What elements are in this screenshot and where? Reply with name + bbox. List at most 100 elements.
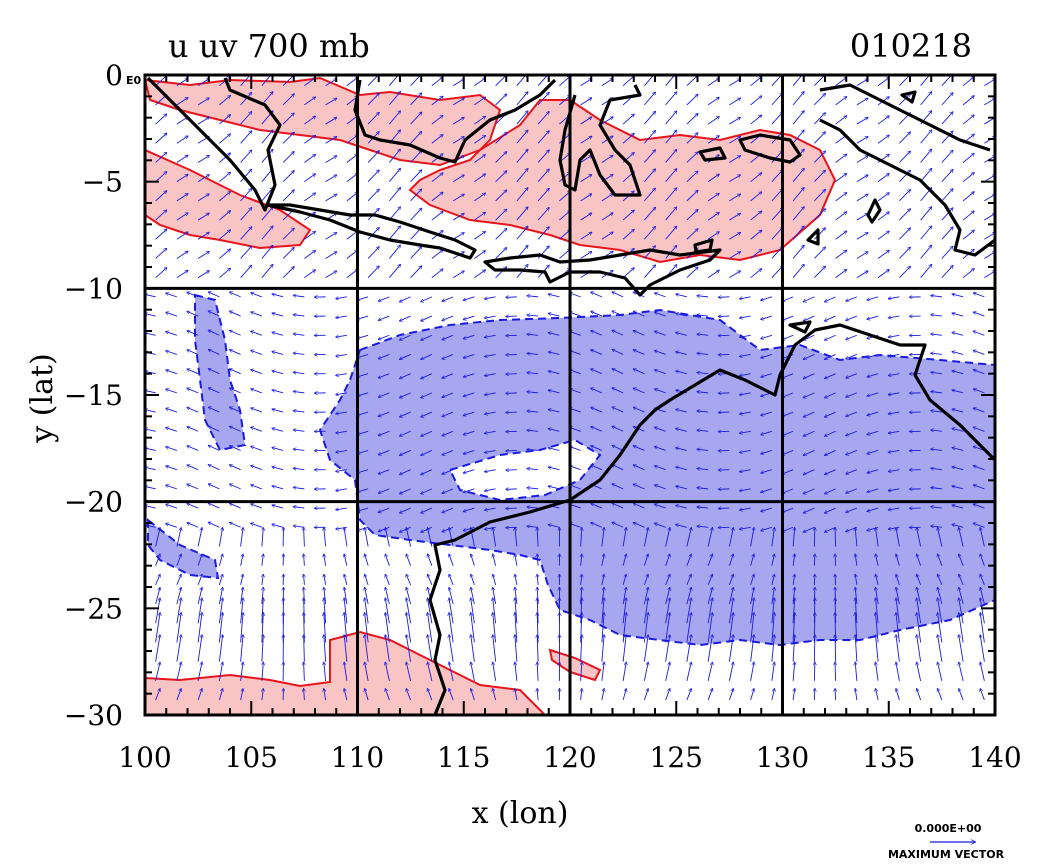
wind-vector: [931, 487, 942, 488]
wind-vector: [240, 598, 243, 624]
wind-vector: [622, 662, 626, 681]
wind-vector: [876, 574, 879, 585]
wind-vector: [740, 315, 751, 318]
wind-vector: [262, 574, 263, 585]
wind-vector: [952, 428, 964, 432]
wind-vector: [516, 207, 528, 221]
wind-vector: [601, 588, 604, 605]
wind-vector: [973, 466, 985, 471]
wind-vector: [803, 315, 815, 321]
wind-vector: [471, 554, 475, 566]
wind-vector: [973, 312, 985, 317]
wind-vector: [251, 312, 263, 317]
wind-vector: [474, 155, 485, 163]
wind-vector: [959, 598, 964, 624]
wind-vector: [325, 271, 337, 279]
wind-vector: [197, 117, 209, 125]
coastline-island-2: [693, 238, 714, 254]
wind-vector: [378, 488, 390, 493]
wind-vector: [272, 524, 284, 528]
wind-vector: [707, 270, 719, 279]
wind-vector: [697, 468, 709, 469]
wind-vector: [601, 689, 604, 701]
wind-vector: [176, 689, 181, 701]
wind-vector: [187, 350, 199, 355]
wind-vector: [580, 79, 592, 87]
wind-vector: [855, 662, 858, 681]
negative-region-west: [194, 293, 247, 452]
wind-vector: [707, 117, 719, 125]
wind-vector: [761, 469, 773, 473]
wind-vector: [324, 598, 327, 624]
wind-vector: [686, 554, 691, 566]
wind-vector: [442, 354, 454, 358]
coastline-island-3: [866, 198, 882, 224]
wind-vector: [855, 574, 857, 585]
wind-vector: [187, 292, 199, 298]
wind-vector: [421, 373, 433, 379]
wind-vector: [367, 266, 379, 278]
wind-vector: [187, 503, 199, 509]
wind-vector: [272, 448, 284, 451]
wind-vector: [952, 371, 964, 375]
wind-vector: [251, 389, 263, 394]
wind-vector: [888, 469, 900, 472]
wind-vector: [304, 174, 315, 183]
wind-vector: [548, 371, 560, 375]
wind-vector: [707, 232, 719, 240]
x-tick-label: 130: [756, 741, 809, 774]
wind-vector: [324, 528, 327, 547]
wind-vector: [282, 267, 294, 278]
wind-vector: [707, 528, 712, 547]
wind-vector: [962, 115, 974, 125]
wind-vector: [728, 554, 733, 566]
wind-vector: [580, 213, 592, 221]
wind-vector: [856, 117, 868, 125]
wind-vector: [427, 574, 433, 586]
wind-vector: [612, 446, 624, 451]
wind-vector: [931, 353, 942, 354]
wind-vector: [155, 114, 167, 125]
wind-vector: [230, 331, 241, 336]
wind-vector: [527, 296, 539, 297]
wind-vector: [792, 111, 804, 125]
wind-vector: [463, 469, 475, 473]
wind-vector: [251, 350, 263, 355]
wind-vector: [938, 662, 943, 681]
wind-vector: [825, 373, 836, 379]
wind-vector: [899, 190, 910, 202]
wind-vector: [406, 554, 412, 566]
wind-vector: [697, 488, 709, 489]
wind-vector: [406, 598, 412, 624]
wind-vector: [251, 485, 263, 490]
wind-vector: [304, 231, 315, 240]
wind-vector: [219, 134, 230, 144]
wind-vector: [272, 467, 284, 471]
wind-vector: [740, 392, 751, 395]
wind-vector: [728, 662, 733, 681]
wind-vector: [344, 635, 348, 662]
wind-vector: [792, 92, 804, 106]
wind-vector: [920, 226, 932, 240]
wind-vector: [973, 427, 985, 432]
wind-vector: [856, 271, 868, 279]
wind-vector: [750, 173, 762, 183]
wind-vector: [888, 488, 900, 491]
wind-vector: [980, 613, 985, 643]
wind-vector: [803, 430, 815, 436]
wind-vector: [155, 191, 167, 202]
wind-vector: [230, 350, 241, 355]
wind-vector: [601, 635, 604, 662]
wind-vector: [336, 374, 347, 376]
wind-vector: [740, 334, 751, 337]
wind-vector: [218, 554, 222, 566]
wind-vector: [166, 524, 178, 528]
wind-vector: [485, 507, 496, 510]
wind-vector: [471, 588, 475, 605]
wind-vector: [240, 150, 252, 163]
wind-vector: [980, 689, 985, 701]
wind-vector: [410, 112, 422, 125]
wind-vector: [385, 635, 390, 662]
wind-vector: [431, 135, 443, 144]
wind-vector: [729, 252, 740, 259]
